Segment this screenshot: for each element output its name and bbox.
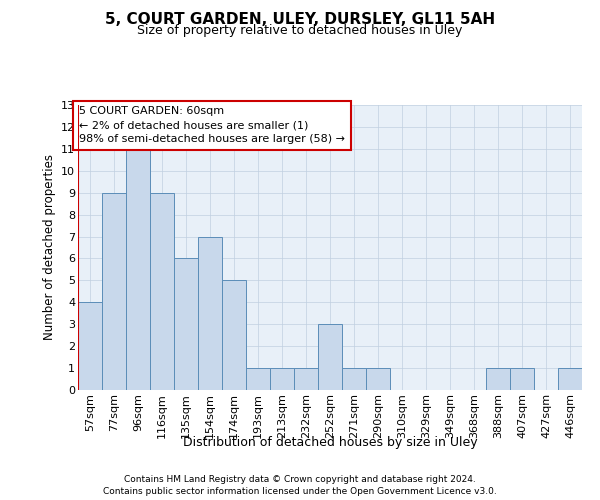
Text: Contains HM Land Registry data © Crown copyright and database right 2024.: Contains HM Land Registry data © Crown c… bbox=[124, 474, 476, 484]
Bar bbox=[486, 368, 510, 390]
Bar bbox=[222, 280, 246, 390]
Bar bbox=[78, 302, 102, 390]
Bar bbox=[198, 236, 222, 390]
Bar bbox=[318, 324, 342, 390]
Text: 5, COURT GARDEN, ULEY, DURSLEY, GL11 5AH: 5, COURT GARDEN, ULEY, DURSLEY, GL11 5AH bbox=[105, 12, 495, 28]
Bar bbox=[126, 149, 150, 390]
Bar bbox=[102, 192, 126, 390]
Text: Size of property relative to detached houses in Uley: Size of property relative to detached ho… bbox=[137, 24, 463, 37]
Bar bbox=[510, 368, 534, 390]
Bar bbox=[294, 368, 318, 390]
Y-axis label: Number of detached properties: Number of detached properties bbox=[43, 154, 56, 340]
Text: Contains public sector information licensed under the Open Government Licence v3: Contains public sector information licen… bbox=[103, 486, 497, 496]
Text: Distribution of detached houses by size in Uley: Distribution of detached houses by size … bbox=[182, 436, 478, 449]
Bar bbox=[246, 368, 270, 390]
Bar bbox=[558, 368, 582, 390]
Bar bbox=[342, 368, 366, 390]
Text: 5 COURT GARDEN: 60sqm
← 2% of detached houses are smaller (1)
98% of semi-detach: 5 COURT GARDEN: 60sqm ← 2% of detached h… bbox=[79, 106, 345, 144]
Bar bbox=[174, 258, 198, 390]
Bar bbox=[270, 368, 294, 390]
Bar bbox=[150, 192, 174, 390]
Bar bbox=[366, 368, 390, 390]
